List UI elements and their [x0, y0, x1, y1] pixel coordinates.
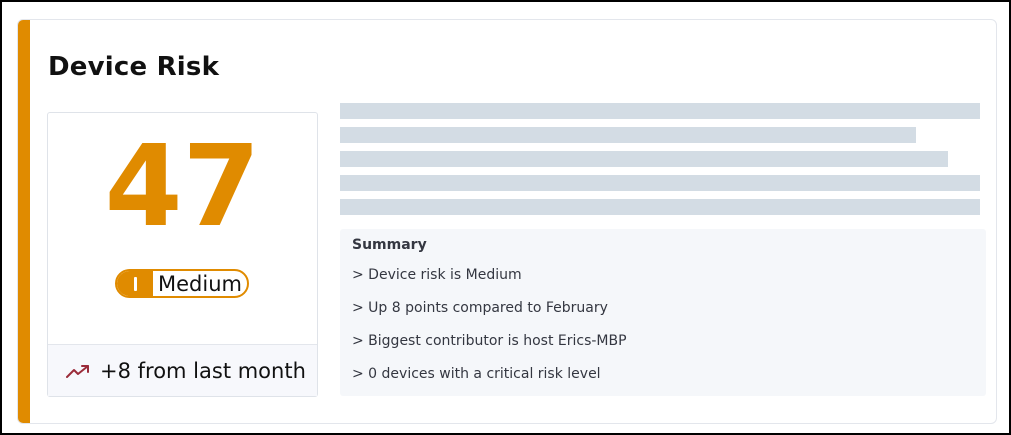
risk-score-panel: 47 Medium +8 from last month — [47, 112, 318, 397]
summary-item: > Up 8 points compared to February — [352, 300, 608, 316]
summary-panel: Summary > Device risk is Medium > Up 8 p… — [340, 229, 986, 396]
skeleton-line — [340, 175, 980, 191]
skeleton-line — [340, 199, 980, 215]
skeleton-line — [340, 151, 948, 167]
summary-title: Summary — [352, 237, 427, 253]
risk-level-label: Medium — [158, 271, 242, 296]
summary-item: > 0 devices with a critical risk level — [352, 366, 601, 382]
risk-level-badge: Medium — [115, 269, 249, 298]
summary-item: > Device risk is Medium — [352, 267, 522, 283]
risk-score-value: 47 — [104, 122, 261, 252]
risk-trend-row: +8 from last month — [48, 344, 317, 396]
device-risk-card: Device Risk 47 Medium +8 from last month — [17, 19, 997, 424]
card-title: Device Risk — [48, 52, 220, 82]
risk-level-tick-icon — [133, 276, 137, 291]
trending-up-icon — [66, 362, 90, 380]
risk-trend-text: +8 from last month — [100, 358, 306, 383]
card-accent-bar — [18, 20, 30, 423]
skeleton-line — [340, 103, 980, 119]
risk-level-indicator — [117, 271, 153, 296]
loading-skeleton — [340, 103, 980, 223]
summary-item: > Biggest contributor is host Erics-MBP — [352, 333, 627, 349]
skeleton-line — [340, 127, 916, 143]
